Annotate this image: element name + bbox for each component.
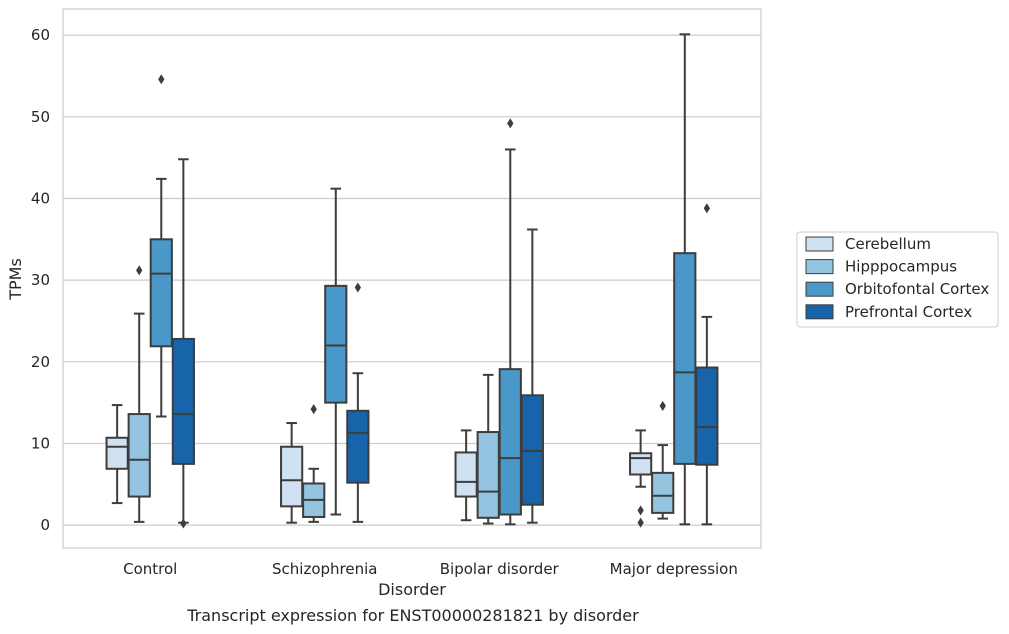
box-element	[324, 187, 348, 516]
box-element	[346, 282, 370, 523]
legend-swatch	[805, 236, 834, 252]
legend-swatch	[805, 259, 834, 275]
outlier-point	[637, 505, 644, 516]
x-tick-label: Schizophrenia	[272, 560, 377, 578]
box-element	[149, 74, 173, 418]
box-iqr	[127, 413, 151, 498]
x-tick-labels: Control Schizophrenia Bipolar disorder Majo…	[123, 560, 738, 578]
box-iqr	[695, 366, 719, 466]
box-iqr	[105, 436, 129, 470]
box-iqr	[454, 451, 478, 498]
series-group	[105, 404, 653, 528]
box-element	[651, 400, 675, 520]
box-element	[476, 373, 500, 525]
outlier-point	[310, 404, 317, 415]
box-element	[695, 203, 719, 526]
box-iqr	[171, 337, 195, 465]
box-element	[629, 429, 653, 528]
box-element	[673, 33, 697, 526]
box-iqr	[280, 445, 304, 508]
outlier-point	[158, 74, 165, 85]
series-group	[171, 158, 719, 529]
box-element	[105, 404, 129, 505]
legend-label: Hipppocampus	[845, 258, 957, 276]
box-iqr	[346, 409, 370, 484]
box-element	[498, 118, 522, 526]
outlier-point	[507, 118, 514, 129]
outlier-point	[180, 518, 187, 529]
plot-frame	[62, 8, 762, 549]
y-tick-label: 60	[31, 26, 50, 44]
outlier-point	[659, 400, 666, 411]
x-tick-label: Major depression	[610, 560, 738, 578]
box-iqr	[476, 431, 500, 519]
box-iqr	[673, 252, 697, 465]
outlier-point	[354, 282, 362, 293]
x-tick-label: Control	[123, 560, 177, 578]
box-iqr	[498, 368, 522, 516]
box-series	[105, 33, 719, 529]
series-group	[127, 265, 675, 525]
legend-label: Cerebellum	[845, 235, 931, 253]
box-element	[302, 404, 326, 523]
series-group	[149, 33, 697, 526]
y-tick-label: 30	[31, 271, 50, 289]
box-element	[520, 228, 544, 524]
box-element	[127, 265, 151, 523]
x-tick-label: Bipolar disorder	[440, 560, 560, 578]
outlier-point	[703, 203, 711, 214]
legend-label: Orbitofontal Cortex	[845, 280, 989, 298]
y-tick-labels: 0 10 20 30 40 50 60	[31, 26, 50, 534]
legend-swatch	[805, 304, 834, 320]
box-iqr	[149, 238, 173, 348]
legend-swatch	[805, 281, 834, 297]
legend-label: Prefrontal Cortex	[845, 303, 972, 321]
legend-frame	[796, 231, 999, 328]
box-iqr	[629, 452, 653, 476]
y-tick-label: 40	[31, 189, 50, 207]
box-iqr	[324, 284, 348, 404]
y-tick-label: 20	[31, 353, 50, 371]
y-tick-label: 10	[31, 434, 50, 452]
y-axis-label: TPMs	[6, 258, 25, 301]
legend: Cerebellum Hipppocampus Orbitofontal Corte…	[796, 231, 999, 328]
box-iqr	[651, 471, 675, 514]
x-axis-label: Disorder	[378, 580, 446, 599]
y-tick-label: 0	[40, 516, 50, 534]
box-element	[280, 422, 304, 524]
figure-caption: Transcript expression for ENST0000028182…	[187, 606, 639, 625]
box-element	[171, 158, 195, 529]
outlier-point	[136, 265, 143, 276]
y-tick-label: 50	[31, 108, 50, 126]
outlier-point	[637, 517, 644, 528]
